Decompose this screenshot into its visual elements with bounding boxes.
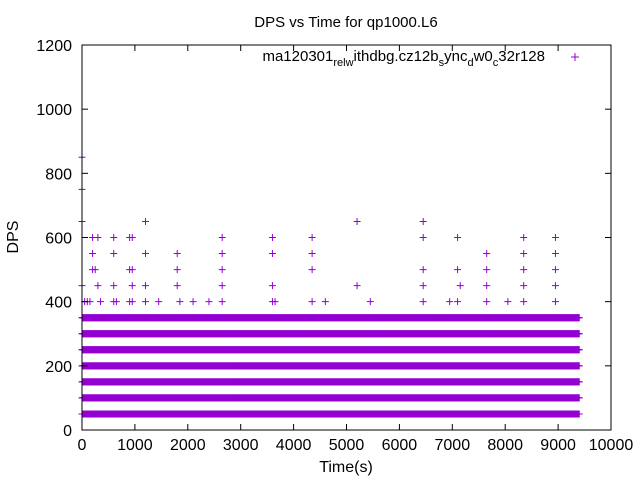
dense-level	[78, 378, 583, 386]
dense-level	[78, 394, 583, 402]
dense-level	[78, 410, 583, 418]
dense-level	[78, 362, 583, 370]
dense-level	[78, 346, 583, 354]
chart-title: DPS vs Time for qp1000.L6	[254, 14, 437, 31]
data-points	[78, 153, 583, 418]
data-point	[575, 410, 583, 418]
